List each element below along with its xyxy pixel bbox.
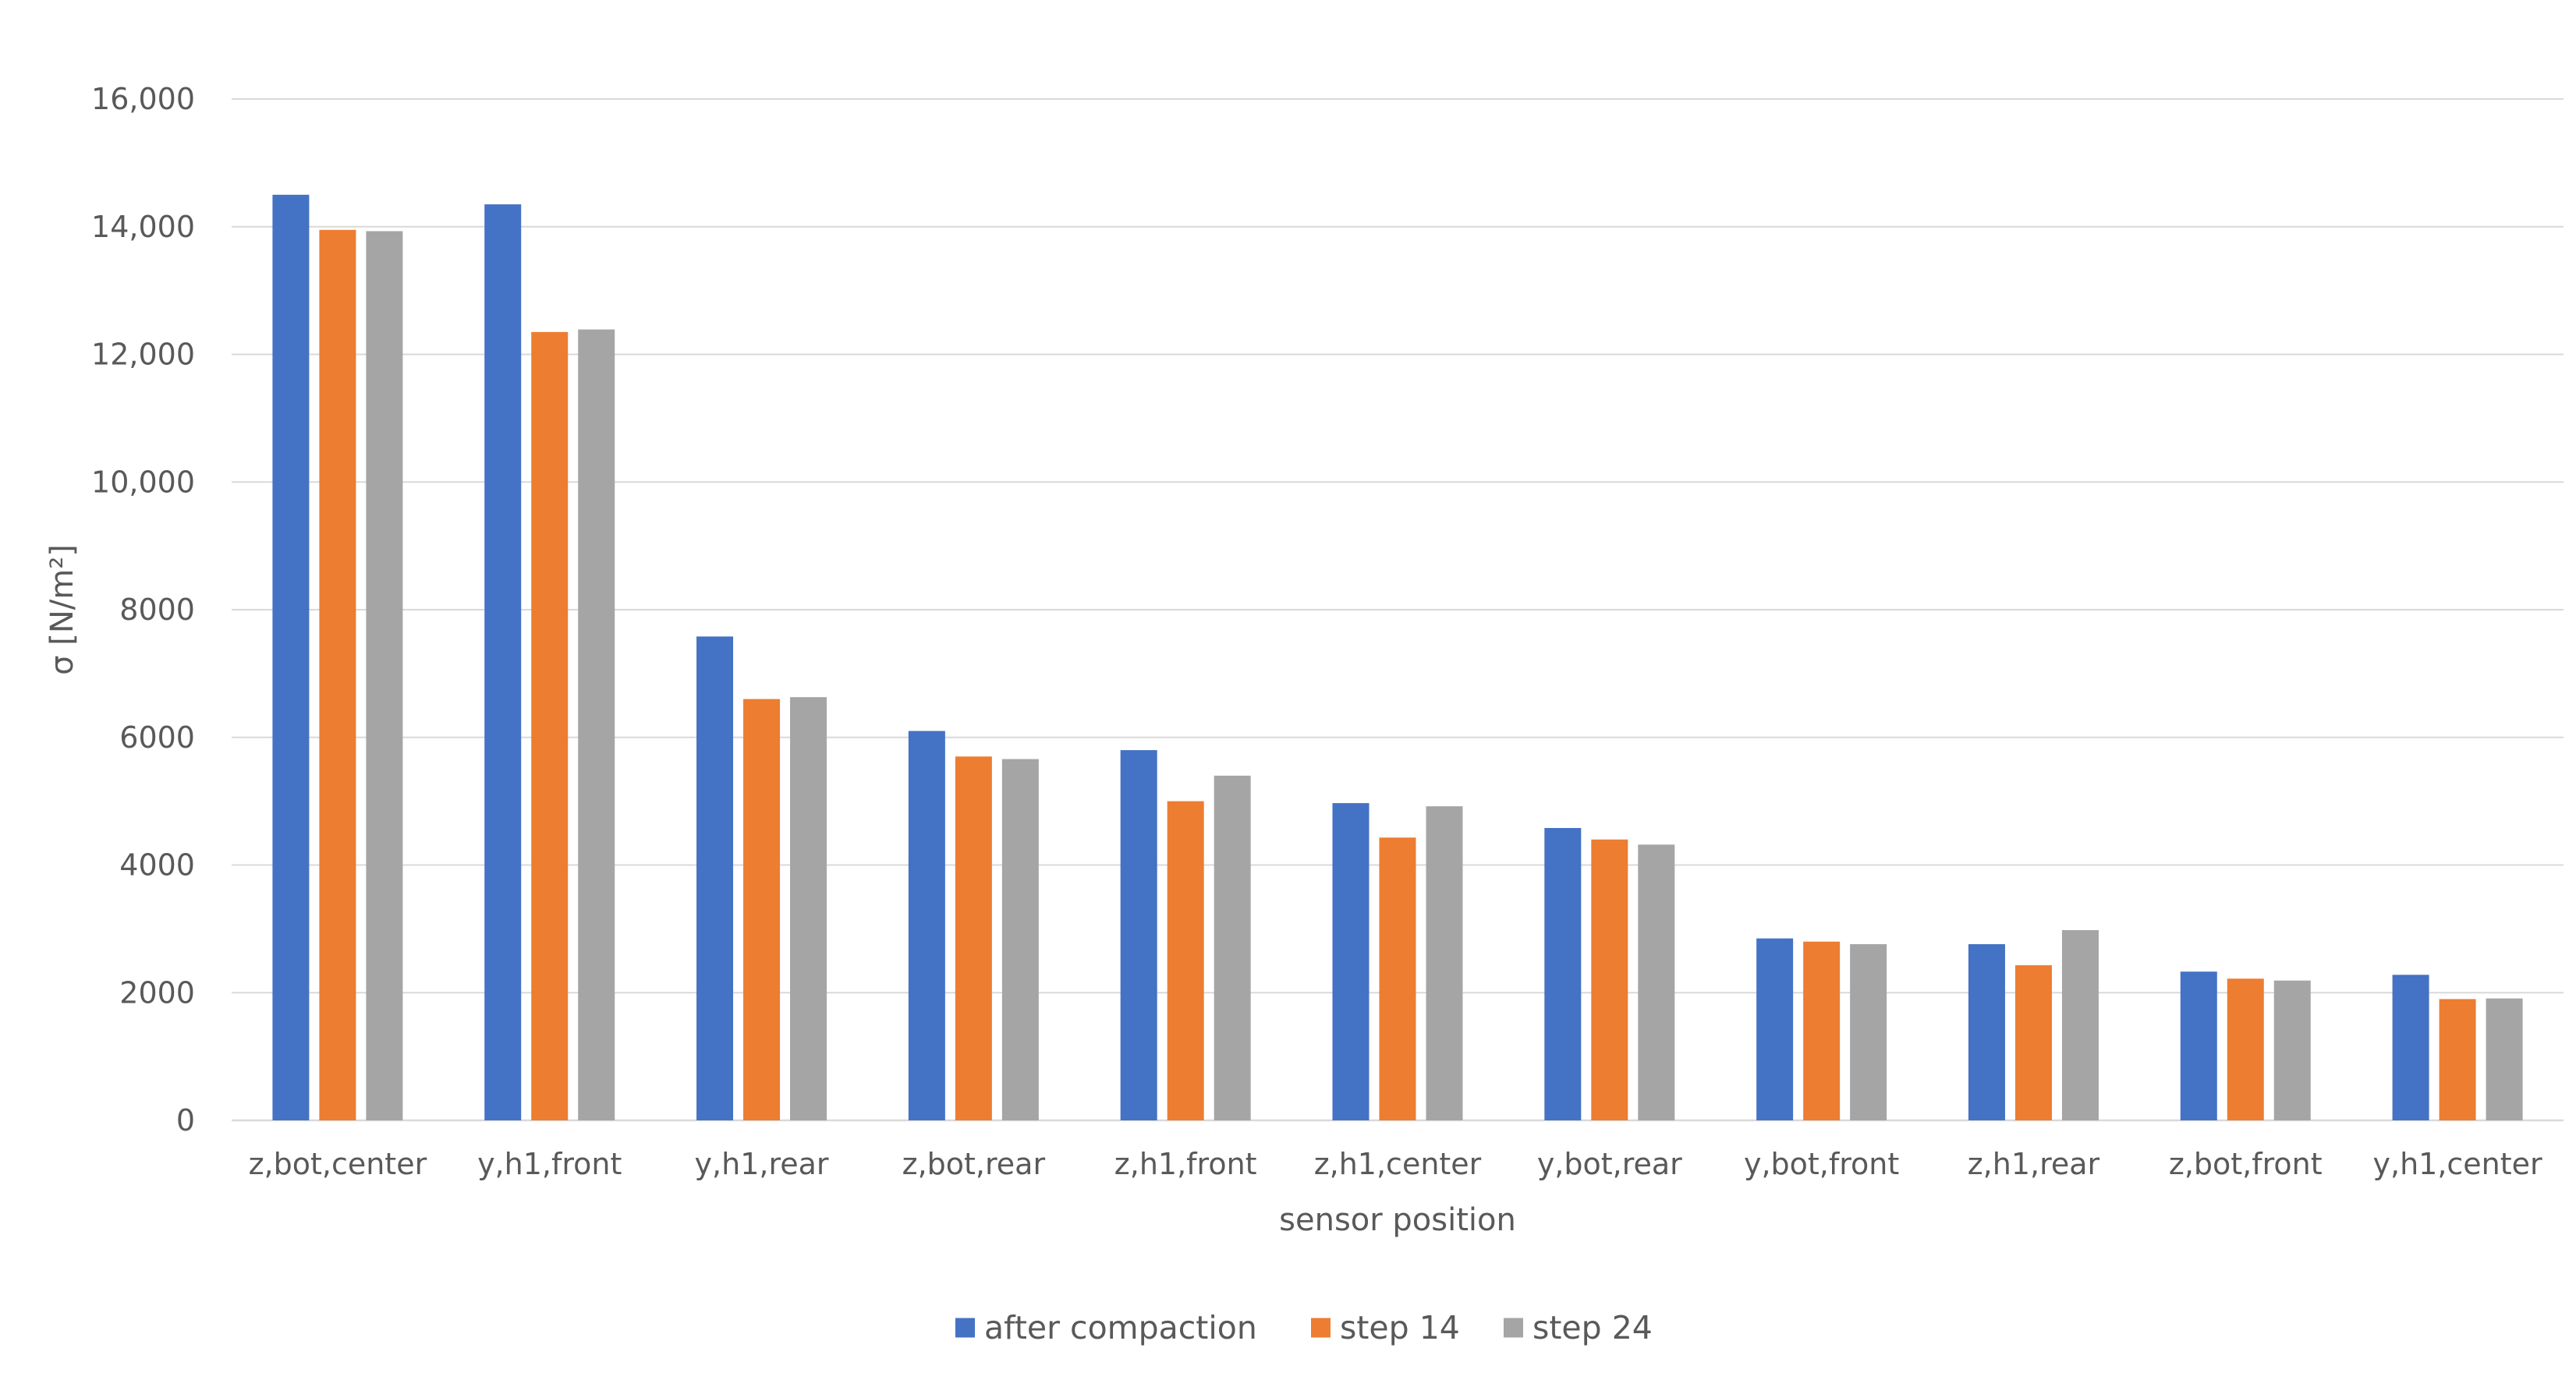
bar-step-14-z-h1-center [1379, 837, 1416, 1120]
bar-after-compaction-z-h1-rear [1968, 944, 2005, 1120]
bar-step-24-y-bot-rear [1638, 844, 1675, 1120]
bar-after-compaction-y-h1-center [2392, 975, 2429, 1120]
bar-step-14-z-bot-center [319, 229, 356, 1120]
bar-after-compaction-y-bot-rear [1544, 828, 1582, 1120]
bar-step-24-z-bot-front [2273, 980, 2311, 1120]
x-tick-label: y,bot,front [1744, 1147, 1899, 1181]
bar-step-14-z-bot-front [2227, 978, 2264, 1120]
x-tick-label: z,h1,rear [1968, 1147, 2100, 1181]
bar-step-14-z-bot-rear [955, 756, 992, 1120]
x-tick-label: z,h1,front [1114, 1147, 1257, 1181]
bar-step-24-z-h1-center [1426, 806, 1463, 1120]
x-tick-label: z,bot,rear [902, 1147, 1046, 1181]
bar-step-14-y-bot-front [1803, 941, 1841, 1120]
legend-swatch [1311, 1318, 1331, 1338]
legend-label: after compaction [984, 1309, 1257, 1346]
y-tick-label: 8000 [119, 593, 195, 627]
bar-after-compaction-y-h1-rear [696, 636, 734, 1120]
y-axis-ticks: 0 2000 4000 6000 8000 10,000 12,000 14,000 16,00… [91, 82, 195, 1138]
bar-step-24-z-h1-rear [2061, 930, 2099, 1120]
bar-step-14-y-bot-rear [1591, 839, 1628, 1120]
x-tick-label: y,bot,rear [1537, 1147, 1682, 1181]
bar-step-14-z-h1-rear [2014, 965, 2052, 1120]
legend-swatch [1504, 1318, 1523, 1338]
bar-step-24-z-h1-front [1214, 775, 1251, 1120]
bar-step-24-y-h1-front [578, 329, 615, 1121]
y-axis-title: σ [N/m²] [44, 544, 80, 675]
bar-step-24-y-h1-rear [790, 697, 827, 1120]
x-tick-label: y,h1,rear [695, 1147, 829, 1181]
bar-step-14-z-h1-front [1167, 801, 1204, 1120]
y-tick-label: 2000 [119, 975, 195, 1010]
bar-step-14-y-h1-rear [743, 699, 781, 1120]
bar-after-compaction-z-bot-center [272, 194, 310, 1120]
y-tick-label: 4000 [119, 848, 195, 883]
bar-step-14-y-h1-front [531, 331, 569, 1120]
legend-label: step 24 [1532, 1309, 1653, 1346]
bar-step-24-y-h1-center [2486, 998, 2523, 1120]
x-tick-label: z,bot,center [249, 1147, 427, 1181]
bar-step-14-y-h1-center [2439, 999, 2476, 1120]
bars [272, 194, 2523, 1121]
bar-after-compaction-z-h1-front [1120, 750, 1157, 1120]
legend-label: step 14 [1340, 1309, 1460, 1346]
bar-after-compaction-y-h1-front [484, 204, 522, 1120]
bar-after-compaction-z-h1-center [1332, 803, 1369, 1120]
y-tick-label: 16,000 [91, 82, 195, 116]
x-axis-ticks: z,bot,center y,h1,front y,h1,rear z,bot,rea… [249, 1147, 2542, 1181]
gridlines [232, 98, 2564, 1122]
y-tick-label: 14,000 [91, 210, 195, 244]
legend-swatch [955, 1318, 975, 1338]
y-tick-label: 6000 [119, 720, 195, 755]
bar-after-compaction-z-bot-front [2180, 971, 2217, 1120]
x-tick-label: y,h1,center [2373, 1147, 2543, 1181]
y-tick-label: 0 [176, 1103, 195, 1138]
x-tick-label: y,h1,front [477, 1147, 622, 1181]
x-tick-label: z,bot,front [2169, 1147, 2323, 1181]
bar-after-compaction-z-bot-rear [908, 731, 945, 1120]
x-axis-title: sensor position [1279, 1202, 1516, 1238]
bar-step-24-y-bot-front [1850, 944, 1887, 1120]
legend: after compaction step 14 step 24 [955, 1309, 1653, 1346]
bar-step-24-z-bot-rear [1001, 759, 1039, 1120]
y-tick-label: 12,000 [91, 338, 195, 372]
bar-step-24-z-bot-center [366, 231, 403, 1121]
x-tick-label: z,h1,center [1314, 1147, 1482, 1181]
y-tick-label: 10,000 [91, 465, 195, 499]
bar-after-compaction-y-bot-front [1756, 938, 1794, 1120]
